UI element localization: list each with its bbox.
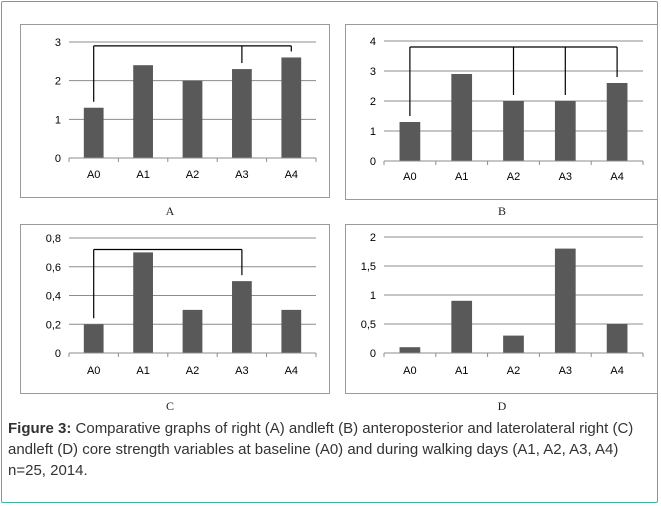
significance-bracket: [93, 248, 243, 319]
y-tick-label: 2: [370, 232, 376, 244]
x-tick-label: A0: [87, 169, 100, 181]
bar-chart-d: 0 0,5 1 1,5 2 A0 A1 A2 A3 A4: [361, 232, 644, 377]
x-tick-label: A0: [403, 171, 416, 183]
chart-panel-d: 0 0,5 1 1,5 2 A0 A1 A2 A3 A4: [345, 224, 658, 394]
x-tick-label: A2: [186, 169, 199, 181]
bar-chart-a: 0 1 2 3 A0 A1 A2 A3 A4: [55, 37, 317, 181]
bar-a1: [133, 65, 153, 158]
y-tick-label: 0,2: [46, 319, 61, 331]
bar-a1: [133, 252, 153, 353]
bar-a3: [232, 281, 252, 353]
y-tick-label: 1: [55, 114, 61, 126]
bar-a3: [232, 69, 252, 158]
y-tick-label: 0: [55, 153, 61, 165]
figure-caption: Figure 3: Comparative graphs of right (A…: [8, 418, 653, 481]
y-tick-label: 0,6: [46, 262, 61, 274]
x-tick-label: A3: [559, 365, 572, 377]
significance-bracket: [93, 45, 292, 102]
bar-a1: [451, 300, 473, 353]
bar-a2: [182, 309, 203, 353]
panel-label-d: D: [497, 399, 507, 413]
x-tick-label: A4: [285, 365, 298, 377]
bar-a4: [606, 324, 628, 353]
x-tick-label: A2: [186, 365, 199, 377]
chart-panel-a: 0 1 2 3 A0 A1 A2 A3 A4: [20, 24, 330, 198]
x-tick-label: A3: [235, 169, 248, 181]
y-tick-label: 0,5: [361, 319, 376, 331]
significance-bracket: [409, 46, 618, 116]
x-tick-label: A1: [455, 365, 468, 377]
bar-a3: [554, 248, 576, 353]
x-tick-label: A2: [507, 365, 520, 377]
x-tick-label: A0: [87, 365, 100, 377]
x-tick-label: A1: [136, 169, 149, 181]
x-tick-label: A4: [285, 169, 298, 181]
chart-panel-b: 0 1 2 3 4 A0 A1 A2 A3 A4: [345, 24, 658, 200]
x-tick-label: A3: [235, 365, 248, 377]
x-tick-label: A4: [610, 365, 623, 377]
x-tick-label: A2: [507, 171, 520, 183]
y-tick-label: 0: [370, 348, 376, 360]
y-tick-label: 1,5: [361, 261, 376, 273]
y-tick-label: 0,4: [46, 291, 61, 303]
bar-a0: [399, 347, 421, 353]
bar-a1: [451, 74, 473, 161]
bar-a0: [83, 324, 104, 353]
x-tick-label: A1: [455, 171, 468, 183]
x-tick-label: A1: [136, 365, 149, 377]
bar-a3: [554, 101, 576, 161]
bar-chart-c: 0 0,2 0,4 0,6 0,8 A0 A1 A2 A3 A4: [46, 233, 317, 377]
panel-label-c: C: [165, 399, 174, 413]
panel-label-a: A: [165, 204, 175, 218]
x-tick-label: A0: [403, 365, 416, 377]
y-tick-label: 0: [55, 348, 61, 360]
chart-panel-c: 0 0,2 0,4 0,6 0,8 A0 A1 A2 A3 A4: [20, 224, 330, 394]
bar-chart-b: 0 1 2 3 4 A0 A1 A2 A3 A4: [370, 36, 644, 183]
y-tick-label: 4: [370, 36, 376, 48]
bar-a0: [83, 107, 104, 158]
y-tick-label: 0: [370, 156, 376, 168]
bar-a2: [503, 101, 524, 161]
caption-text: Comparative graphs of right (A) andleft …: [8, 420, 634, 479]
bar-a4: [281, 309, 302, 353]
y-tick-label: 3: [370, 66, 376, 78]
bar-a0: [399, 122, 421, 161]
y-tick-label: 0,8: [46, 233, 61, 245]
x-tick-label: A3: [559, 171, 572, 183]
y-tick-label: 2: [55, 76, 61, 88]
y-tick-label: 2: [370, 96, 376, 108]
bar-a4: [606, 83, 628, 161]
y-tick-label: 1: [370, 290, 376, 302]
bar-a2: [182, 80, 203, 158]
y-tick-label: 3: [55, 37, 61, 49]
y-tick-label: 1: [370, 126, 376, 138]
bar-a2: [503, 335, 524, 353]
caption-label: Figure 3:: [8, 420, 72, 437]
panel-label-b: B: [497, 204, 506, 218]
bar-a4: [281, 57, 302, 158]
x-tick-label: A4: [610, 171, 623, 183]
